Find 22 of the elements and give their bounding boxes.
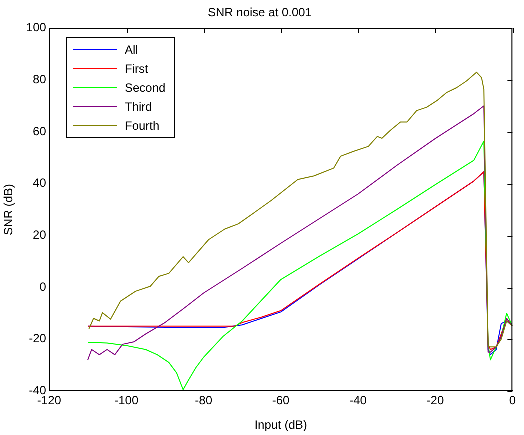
x-tick-label: -20	[426, 394, 444, 408]
y-axis-title: SNR (dB)	[2, 184, 16, 236]
y-tick-label: 40	[33, 176, 47, 190]
legend-label: Fourth	[125, 118, 160, 132]
legend-label: First	[125, 62, 148, 76]
x-tick-label: -100	[114, 394, 139, 408]
y-tick-label: 100	[26, 20, 47, 35]
x-tick-label: -80	[195, 394, 213, 408]
chart-title: SNR noise at 0.001	[208, 6, 312, 20]
x-axis-title: Input (dB)	[254, 418, 308, 432]
x-tick-label: -60	[272, 394, 290, 408]
x-tick-label: -40	[350, 394, 368, 408]
x-tick-label: 0	[509, 394, 516, 408]
legend-label: Third	[125, 100, 152, 114]
y-tick-label: 80	[33, 72, 47, 87]
y-tick-label: -20	[29, 332, 47, 346]
legend-label: All	[125, 42, 138, 56]
legend-label: Second	[125, 80, 166, 94]
y-tick-label: 60	[33, 124, 47, 138]
y-tick-label: 20	[33, 228, 47, 242]
x-tick-label: -120	[37, 394, 62, 408]
y-tick-label: 0	[40, 280, 47, 294]
